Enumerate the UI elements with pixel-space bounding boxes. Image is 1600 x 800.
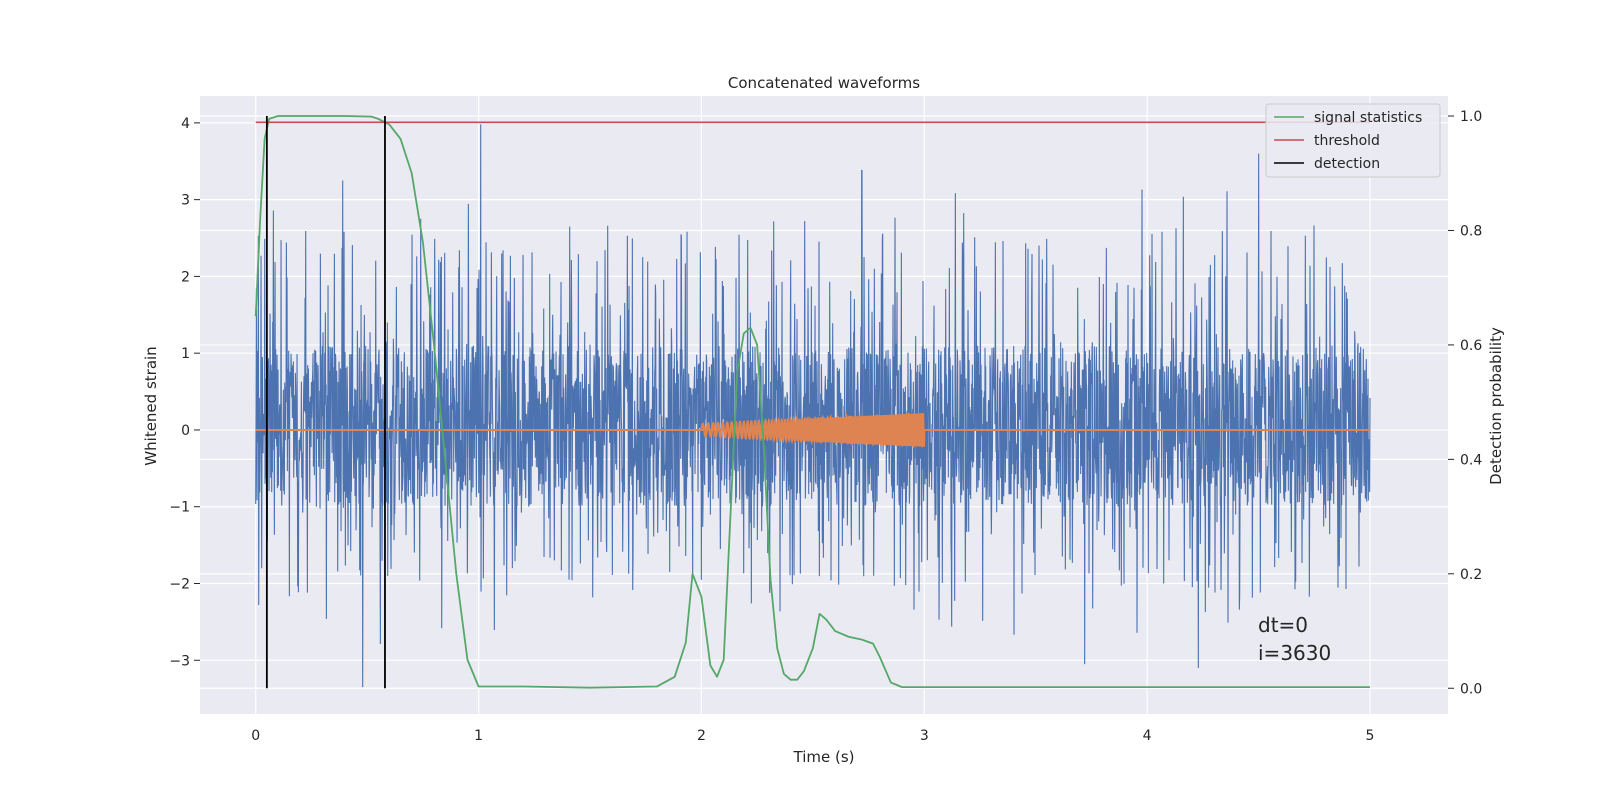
- y-tick-label-3: 0: [181, 423, 190, 439]
- y2-tick-label-0: 0.0: [1460, 681, 1482, 697]
- y-tick-label-0: −3: [169, 653, 190, 669]
- whitened-strain-line: [255, 124, 1371, 688]
- legend: signal statistics threshold detection: [1265, 103, 1441, 178]
- x-tick-label-5: 5: [1366, 728, 1375, 744]
- detection-markers: [265, 116, 386, 689]
- y-tick-label-7: 4: [181, 116, 190, 132]
- y-axis-ticks: −3 −2 −1 0 1 2 3 4: [169, 116, 200, 669]
- y2-axis-label: Detection probability: [1487, 327, 1505, 485]
- y2-tick-label-5: 1.0: [1460, 109, 1482, 125]
- x-axis-label: Time (s): [793, 748, 855, 766]
- y-axis-label: Whitened strain: [142, 346, 160, 465]
- y-tick-label-2: −1: [169, 500, 190, 516]
- x-tick-label-1: 1: [474, 728, 483, 744]
- y-tick-label-5: 2: [181, 269, 190, 285]
- legend-box: [1265, 103, 1441, 178]
- y2-tick-label-1: 0.2: [1460, 567, 1482, 583]
- whitened-strain-series: [255, 124, 1371, 688]
- y2-tick-label-2: 0.4: [1460, 452, 1482, 468]
- y2-tick-label-4: 0.8: [1460, 223, 1482, 239]
- legend-label-signal-statistics: signal statistics: [1314, 110, 1422, 126]
- y-tick-label-6: 3: [181, 193, 190, 209]
- x-tick-label-3: 3: [920, 728, 929, 744]
- chirp-line: [700, 411, 926, 449]
- y-tick-label-1: −2: [169, 576, 190, 592]
- x-tick-label-4: 4: [1143, 728, 1152, 744]
- x-axis-ticks: 0 1 2 3 4 5: [251, 728, 1374, 744]
- x-tick-label-2: 2: [697, 728, 706, 744]
- y2-axis-ticks: 0.0 0.2 0.4 0.6 0.8 1.0: [1448, 109, 1482, 697]
- legend-label-threshold: threshold: [1314, 133, 1380, 149]
- annotation-line-2: i=3630: [1258, 641, 1331, 665]
- x-tick-label-0: 0: [251, 728, 260, 744]
- legend-label-detection: detection: [1314, 156, 1380, 172]
- y2-tick-label-3: 0.6: [1460, 338, 1482, 354]
- chart-title: Concatenated waveforms: [728, 74, 920, 92]
- y-tick-label-4: 1: [181, 346, 190, 362]
- annotation-line-1: dt=0: [1258, 613, 1308, 637]
- annotation: dt=0 i=3630: [1258, 613, 1331, 665]
